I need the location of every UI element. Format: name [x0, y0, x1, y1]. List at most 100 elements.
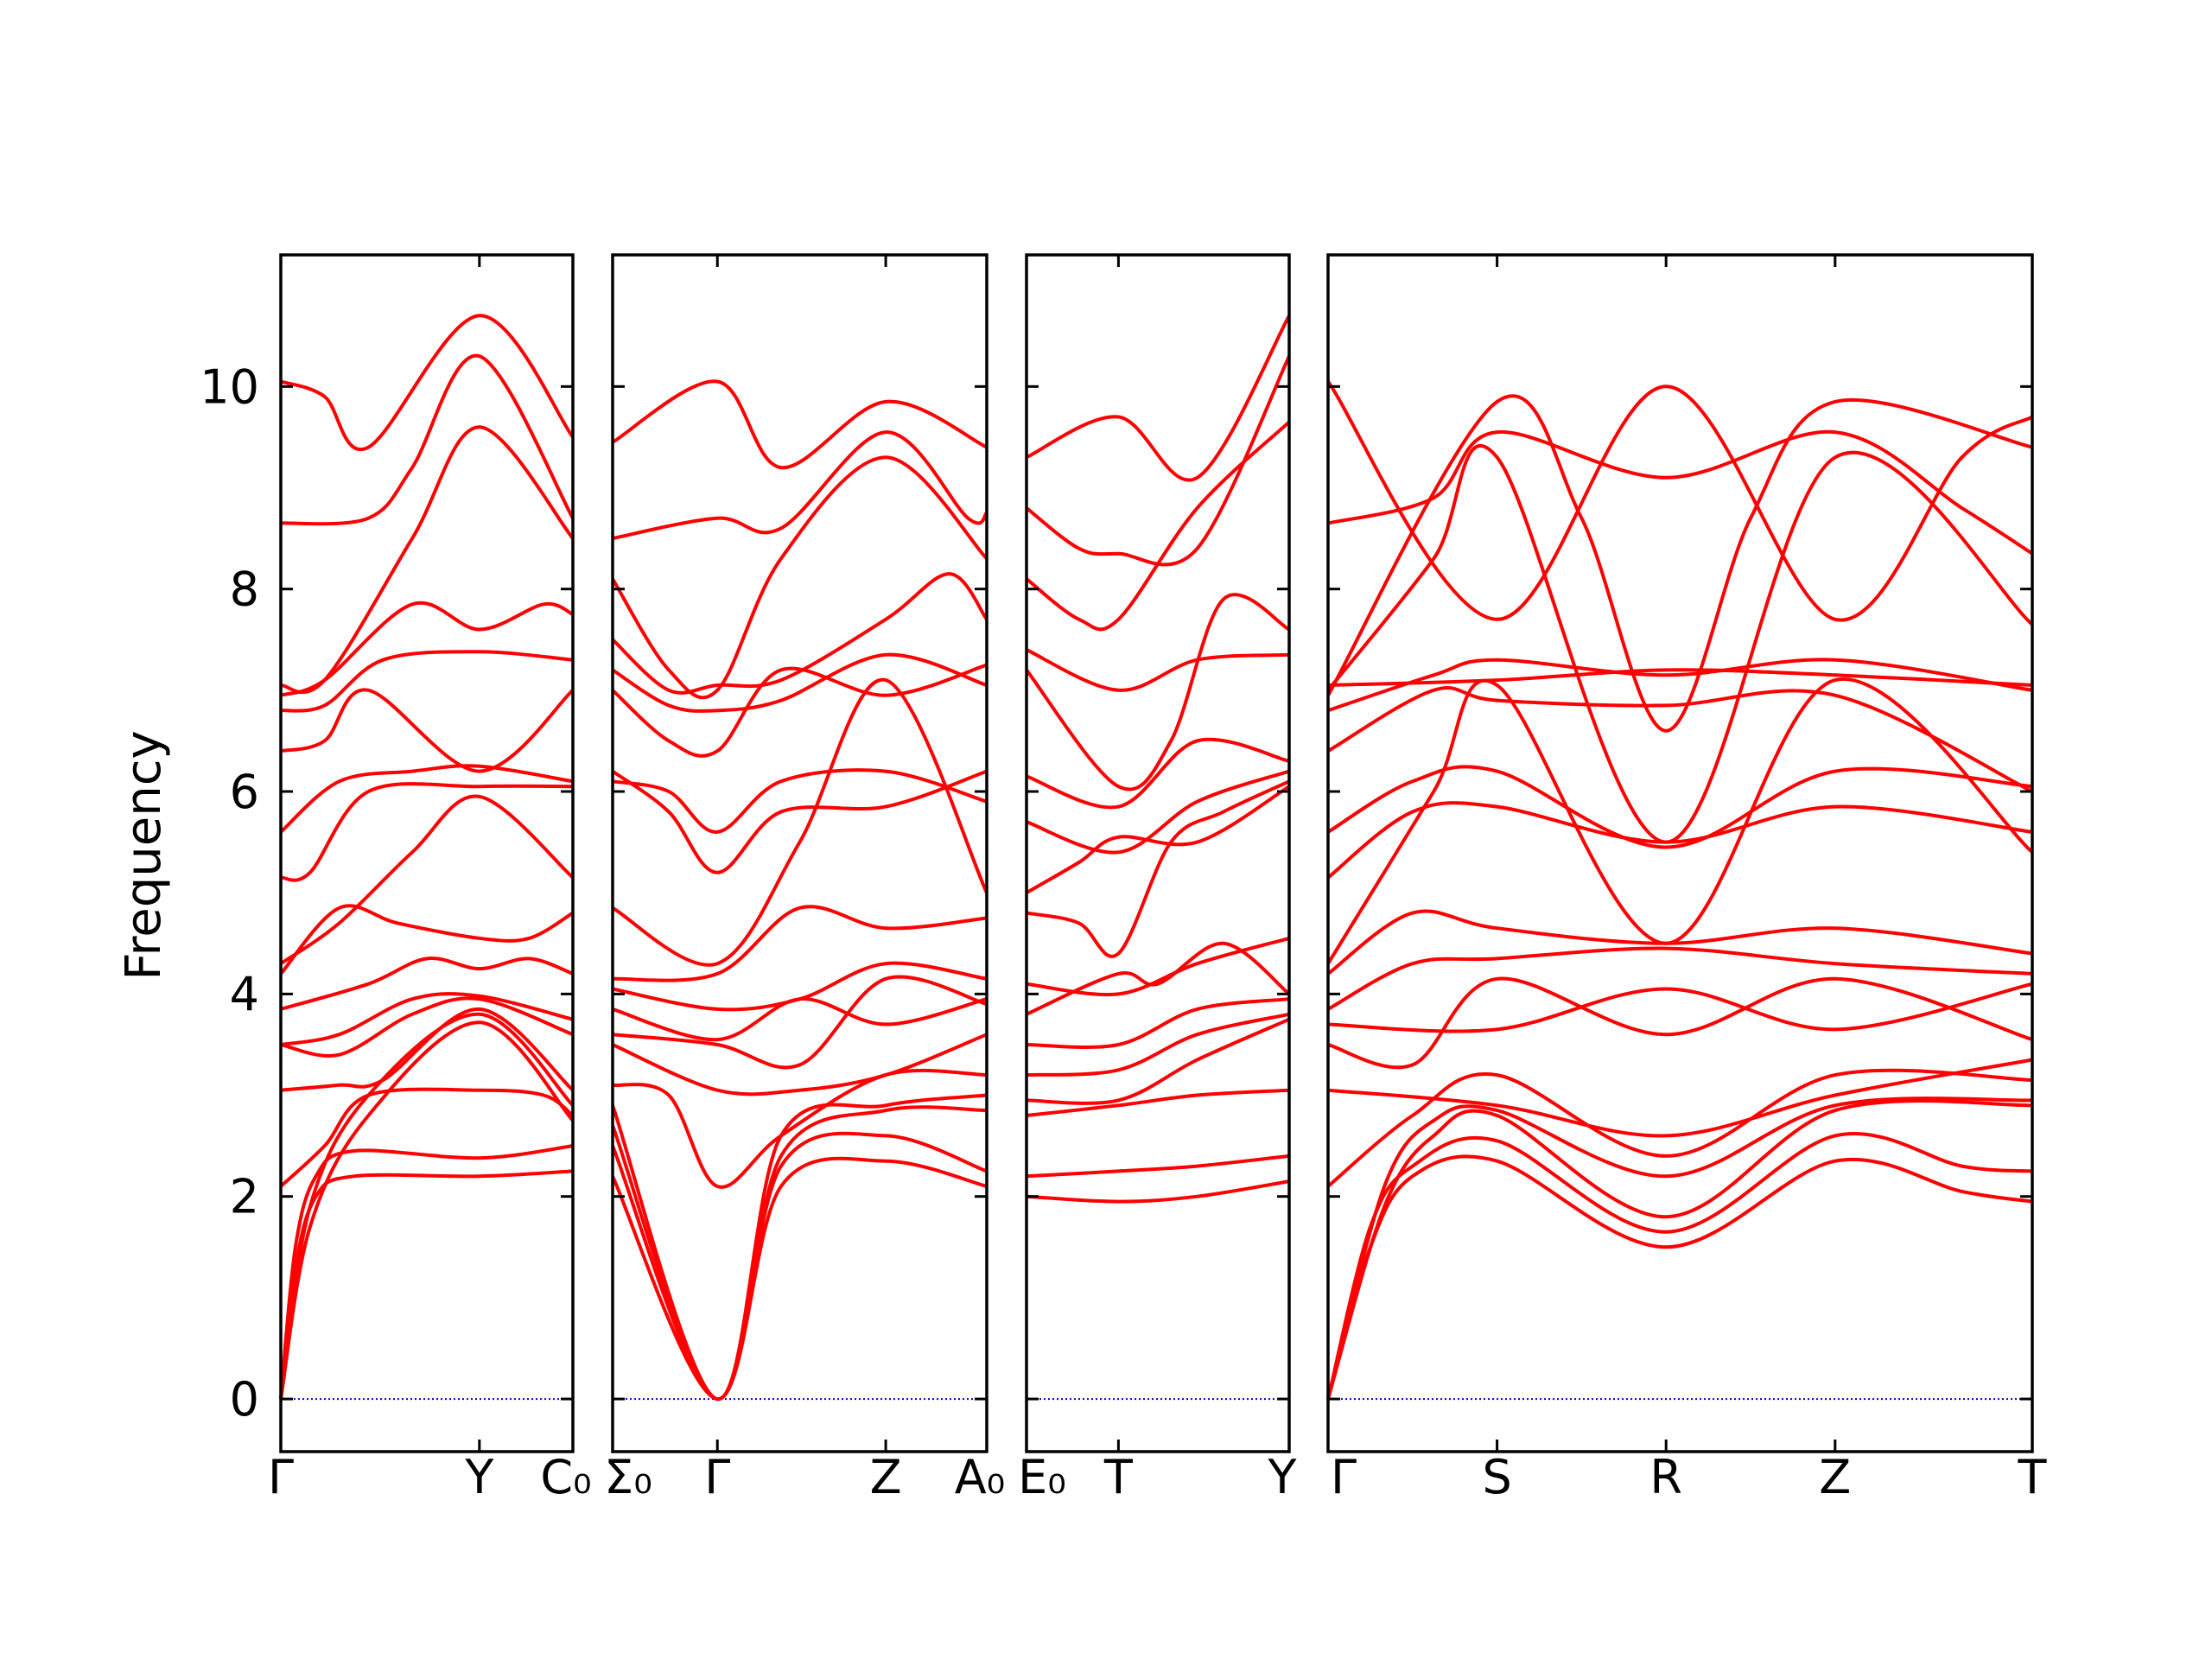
band-line	[1327, 658, 2033, 713]
band-line	[612, 430, 988, 541]
band-line	[612, 975, 988, 1070]
band-line	[1326, 677, 2034, 965]
band-line	[1327, 982, 2033, 1033]
y-tick-label: 6	[230, 765, 259, 819]
band-line	[1327, 668, 2033, 687]
panel-frame	[279, 253, 575, 1453]
band-line	[279, 1020, 575, 1400]
band-line	[611, 1093, 988, 1402]
x-tick-label: Γ	[1331, 1450, 1357, 1504]
y-tick-label: 2	[230, 1170, 259, 1224]
x-tick-label: Σ₀	[604, 1450, 652, 1504]
band-line	[1326, 765, 2033, 849]
x-tick-label: Γ	[268, 1450, 294, 1504]
band-line	[1026, 941, 1291, 1016]
band-line	[611, 1105, 988, 1402]
band-line	[1326, 1099, 2033, 1400]
band-line	[279, 1169, 574, 1400]
panel-3	[1025, 253, 1291, 1453]
band-line	[1327, 1058, 2033, 1138]
band-line	[279, 764, 574, 834]
band-line	[612, 1033, 988, 1096]
band-line	[1326, 1068, 2033, 1188]
band-line	[1025, 355, 1291, 567]
panel-frame	[1025, 253, 1291, 1453]
x-tick-label: T	[2018, 1450, 2048, 1504]
band-line	[1026, 1154, 1290, 1179]
band-line	[1326, 1154, 2033, 1400]
band-line	[1026, 1017, 1290, 1105]
panels-group	[279, 253, 2034, 1453]
band-line	[611, 455, 988, 700]
panel-2	[611, 253, 988, 1453]
band-line	[279, 1012, 575, 1400]
x-tick-label: Z	[870, 1450, 902, 1504]
band-line	[1026, 737, 1290, 810]
band-line	[1326, 801, 2033, 880]
band-line	[280, 957, 574, 1011]
band-line	[611, 652, 988, 713]
band-line	[279, 1087, 575, 1188]
band-line	[1326, 909, 2033, 976]
band-line	[1025, 785, 1291, 894]
band-line	[1026, 648, 1290, 692]
band-line	[612, 905, 988, 982]
x-tick-labels: Γ Y C₀ Σ₀ Γ Z A₀ E₀ T Y Γ S R Z T	[268, 1450, 2048, 1504]
band-line	[1326, 686, 2033, 793]
band-line	[1327, 429, 2034, 556]
band-line	[1026, 997, 1290, 1050]
x-tick-label: Z	[1819, 1450, 1851, 1504]
x-tick-label: Γ	[704, 1450, 730, 1504]
x-tick-label: R	[1649, 1450, 1682, 1504]
band-line	[280, 996, 574, 1058]
band-line	[1026, 769, 1290, 855]
band-line	[1026, 1179, 1290, 1204]
band-line	[1326, 380, 2033, 622]
band-line	[280, 782, 574, 882]
y-tick-labels: 0 2 4 6 8 10	[200, 359, 259, 1427]
band-line	[280, 650, 574, 713]
x-tick-label: T	[1103, 1450, 1134, 1504]
band-line	[611, 678, 988, 967]
band-line	[280, 425, 575, 694]
y-tick-label: 4	[230, 967, 259, 1021]
band-line	[611, 769, 988, 874]
band-line	[1026, 1088, 1290, 1117]
band-line	[611, 1131, 988, 1402]
x-tick-label: Y	[1268, 1450, 1298, 1504]
band-line	[612, 961, 988, 1012]
band-line	[611, 1156, 988, 1402]
band-line	[280, 314, 575, 452]
x-tick-label: Y	[464, 1450, 494, 1504]
band-line	[280, 1007, 575, 1092]
band-line	[279, 904, 575, 976]
band-line	[280, 992, 574, 1046]
band-line	[279, 794, 575, 965]
band-line	[1025, 593, 1291, 791]
y-axis-label: Frequency	[116, 730, 172, 980]
panel-frame	[611, 253, 988, 1453]
band-line	[611, 663, 988, 758]
band-line	[1326, 1096, 2033, 1400]
y-tick-label: 10	[200, 359, 259, 414]
band-line	[1327, 976, 2033, 1070]
band-line	[612, 997, 988, 1042]
band-line	[280, 688, 575, 773]
band-line	[1026, 315, 1291, 482]
x-tick-label: C₀	[540, 1450, 591, 1504]
band-line	[1326, 444, 2034, 844]
band-line	[1026, 936, 1290, 997]
panel-frame	[1326, 253, 2034, 1453]
band-line	[1026, 779, 1290, 958]
y-tick-label: 0	[230, 1372, 259, 1427]
x-tick-label: A₀	[955, 1450, 1006, 1504]
band-line	[611, 379, 988, 470]
panel-1	[279, 253, 575, 1453]
panel-4	[1326, 253, 2034, 1453]
band-line	[1025, 420, 1291, 632]
band-line	[612, 768, 988, 834]
band-line	[611, 572, 988, 695]
band-line	[1326, 394, 2033, 733]
y-tick-label: 8	[230, 563, 259, 617]
